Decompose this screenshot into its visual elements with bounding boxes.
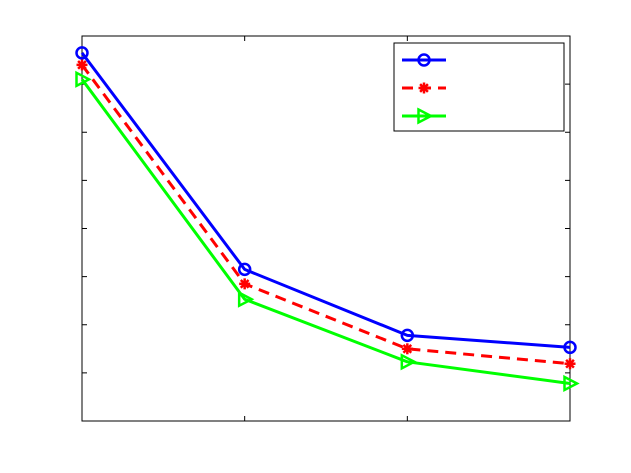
legend-entry	[402, 53, 446, 67]
series	[75, 70, 580, 393]
series	[76, 59, 576, 370]
series-layer	[75, 46, 580, 393]
series-line	[80, 63, 571, 366]
legend-entry	[402, 82, 446, 94]
data-point-asterisk	[76, 59, 88, 71]
asterisk-stroke	[402, 344, 413, 354]
data-point-asterisk	[239, 278, 251, 290]
legend-entry	[402, 107, 446, 125]
series-line	[80, 51, 571, 349]
data-point-asterisk	[564, 358, 576, 370]
data-point-circle	[417, 53, 431, 67]
asterisk-stroke	[419, 83, 429, 93]
data-point-asterisk	[401, 343, 413, 355]
asterisk-stroke	[565, 358, 575, 369]
data-point-asterisk	[418, 82, 430, 94]
asterisk-stroke	[239, 279, 250, 289]
data-point-triangle	[75, 70, 92, 88]
axis-ticks	[82, 36, 570, 421]
data-point-circle	[400, 328, 415, 343]
data-point-triangle	[563, 374, 580, 393]
asterisk-stroke	[77, 60, 87, 70]
data-point-triangle	[237, 290, 255, 308]
legend	[393, 42, 565, 132]
data-point-circle	[563, 340, 577, 355]
legend-entries	[402, 53, 446, 125]
data-point-circle	[75, 46, 89, 60]
data-point-circle	[237, 262, 252, 277]
data-point-triangle	[417, 107, 434, 125]
series	[75, 46, 577, 355]
series-line	[80, 78, 571, 385]
data-point-triangle	[400, 353, 418, 371]
